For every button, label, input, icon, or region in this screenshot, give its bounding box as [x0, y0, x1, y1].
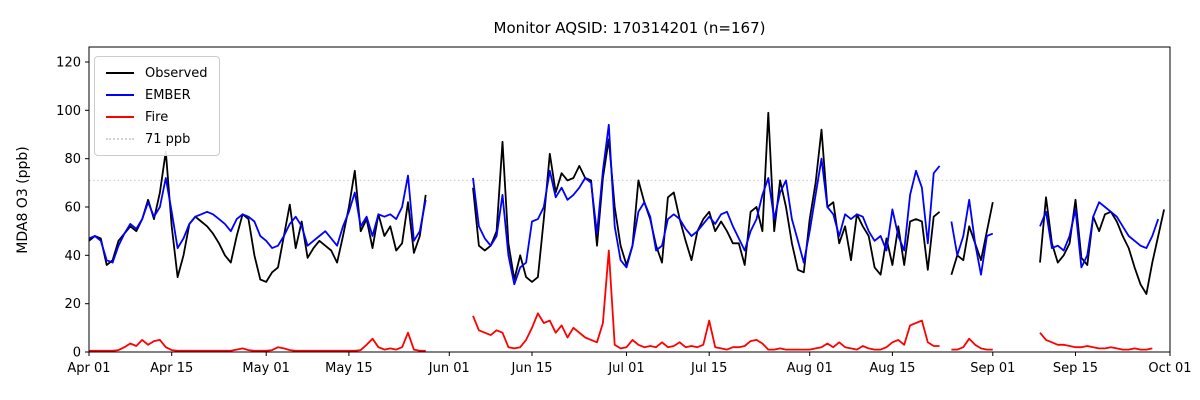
x-tick-label: May 15	[325, 361, 373, 376]
legend-dotted-line-icon	[106, 138, 134, 140]
x-tick-label: Oct 01	[1148, 361, 1191, 376]
legend: Observed EMBER Fire 71 ppb	[94, 56, 220, 156]
y-tick-label: 40	[64, 249, 81, 264]
x-tick-label: May 01	[242, 361, 290, 376]
plot-title: Monitor AQSID: 170314201 (n=167)	[493, 19, 766, 37]
y-tick-label: 100	[56, 104, 81, 119]
legend-label-threshold: 71 ppb	[145, 131, 191, 147]
legend-label-fire: Fire	[145, 109, 169, 125]
x-tick-label: Jun 15	[511, 361, 553, 376]
legend-item-ember: EMBER	[106, 84, 208, 106]
x-tick-label: Apr 15	[150, 361, 193, 376]
y-tick-label: 80	[64, 152, 81, 167]
series-line-ember	[88, 123, 1160, 286]
legend-line-observed-icon	[106, 72, 134, 74]
legend-item-observed: Observed	[106, 62, 208, 84]
y-tick-label: 60	[64, 201, 81, 216]
series-line-observed	[88, 111, 1165, 295]
x-tick-label: Jul 01	[607, 361, 644, 376]
x-tick-label: Aug 15	[869, 361, 915, 376]
y-tick-label: 20	[64, 297, 81, 312]
legend-line-ember-icon	[106, 94, 134, 96]
series-line-fire	[89, 249, 1153, 352]
legend-label-observed: Observed	[145, 65, 208, 81]
plot-border	[88, 46, 1171, 353]
x-tick-label: Jun 01	[428, 361, 470, 376]
x-tick-label: Sep 01	[970, 361, 1015, 376]
y-tick-label: 0	[73, 346, 81, 361]
x-tick-label: Apr 01	[67, 361, 110, 376]
legend-item-fire: Fire	[106, 106, 208, 128]
y-tick-label: 120	[56, 56, 81, 71]
legend-item-threshold: 71 ppb	[106, 128, 208, 150]
legend-label-ember: EMBER	[145, 87, 191, 103]
legend-line-fire-icon	[106, 116, 134, 118]
y-axis-label: MDA8 O3 (ppb)	[15, 146, 31, 254]
x-tick-label: Jul 15	[690, 361, 727, 376]
x-tick-label: Aug 01	[787, 361, 833, 376]
x-tick-label: Sep 15	[1053, 361, 1098, 376]
